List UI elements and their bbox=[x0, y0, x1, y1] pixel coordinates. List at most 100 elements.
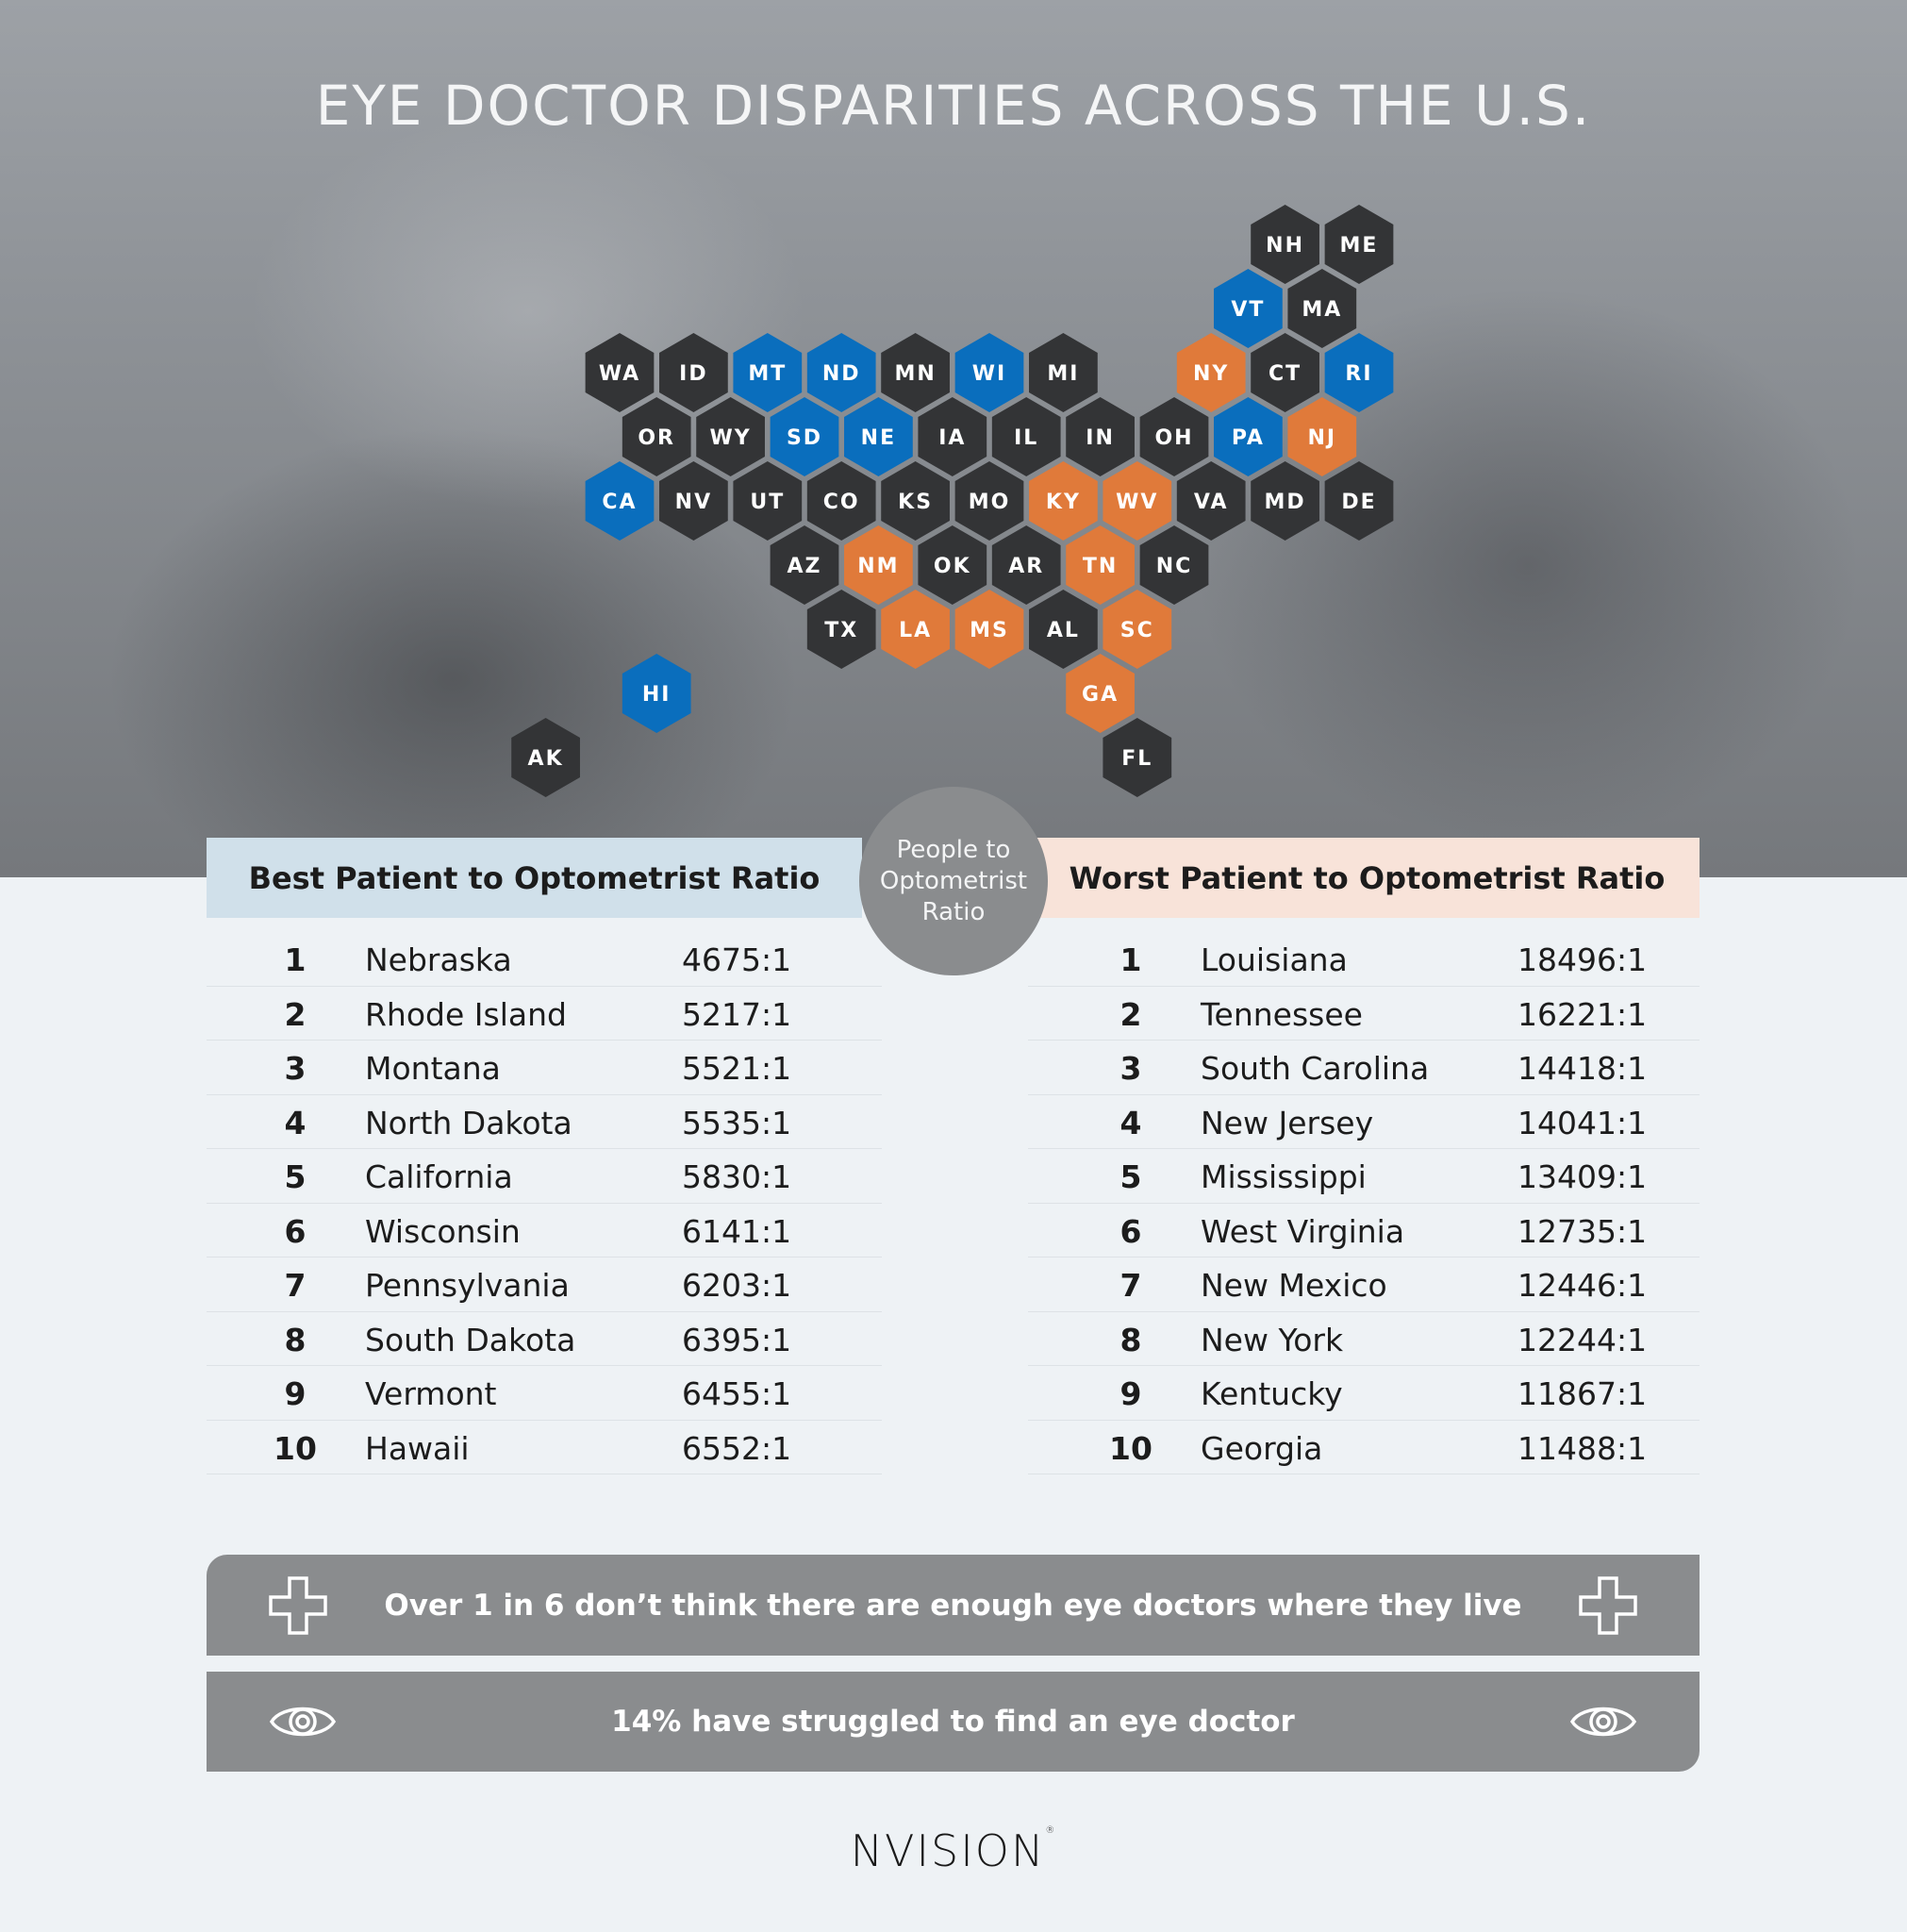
state-code: FL bbox=[1121, 747, 1152, 771]
hex-shape bbox=[1103, 590, 1172, 669]
hex-shape bbox=[918, 525, 987, 605]
state-hex-sd: SD bbox=[770, 397, 839, 476]
ratio-cell: 4675:1 bbox=[682, 941, 792, 978]
hex-shape bbox=[1139, 397, 1209, 476]
state-code: OH bbox=[1154, 426, 1193, 450]
state-hex-pa: PA bbox=[1214, 397, 1283, 476]
hex-shape bbox=[1251, 205, 1319, 284]
hex-shape bbox=[1251, 333, 1319, 412]
state-hex-ma: MA bbox=[1287, 269, 1357, 348]
state-hex-id: ID bbox=[659, 333, 728, 412]
table-row: 7 New Mexico 12446:1 bbox=[1028, 1257, 1700, 1312]
state-code: OK bbox=[934, 555, 971, 578]
hex-shape bbox=[1139, 525, 1209, 605]
state-hex-nm: NM bbox=[844, 525, 913, 605]
state-code: WY bbox=[709, 426, 751, 450]
state-cell: New Jersey bbox=[1201, 1104, 1374, 1141]
state-cell: Louisiana bbox=[1201, 941, 1348, 978]
hex-shape bbox=[844, 397, 913, 476]
state-code: SC bbox=[1120, 619, 1154, 642]
state-hex-ok: OK bbox=[918, 525, 987, 605]
state-code: LA bbox=[899, 619, 932, 642]
table-row: 2 Tennessee 16221:1 bbox=[1028, 987, 1700, 1041]
state-cell: New York bbox=[1201, 1321, 1344, 1358]
state-code: NV bbox=[675, 491, 712, 514]
state-hex-mo: MO bbox=[954, 461, 1024, 541]
state-hex-mn: MN bbox=[881, 333, 950, 412]
rank-cell: 10 bbox=[274, 1429, 317, 1467]
rank-cell: 3 bbox=[284, 1050, 307, 1087]
rank-cell: 5 bbox=[284, 1158, 307, 1195]
ratio-cell: 6395:1 bbox=[682, 1321, 792, 1358]
state-cell: Pennsylvania bbox=[365, 1267, 570, 1304]
table-row: 1 Nebraska 4675:1 bbox=[207, 932, 882, 987]
state-hex-ga: GA bbox=[1066, 654, 1135, 733]
rank-cell: 4 bbox=[1119, 1104, 1142, 1141]
hex-shape bbox=[1176, 333, 1246, 412]
hex-shape bbox=[1324, 205, 1394, 284]
state-code: NJ bbox=[1307, 426, 1336, 450]
ratio-circle-label: People to Optometrist Ratio bbox=[859, 787, 1048, 975]
state-hex-nv: NV bbox=[659, 461, 728, 541]
state-code: IA bbox=[938, 426, 966, 450]
state-code: GA bbox=[1082, 683, 1119, 707]
hex-shape bbox=[806, 590, 876, 669]
rank-cell: 4 bbox=[284, 1104, 307, 1141]
state-hex-mi: MI bbox=[1029, 333, 1098, 412]
banner-text: Over 1 in 6 don’t think there are enough… bbox=[384, 1588, 1522, 1623]
hex-shape bbox=[1103, 461, 1172, 541]
medical-cross-icon bbox=[1579, 1575, 1637, 1635]
state-code: TN bbox=[1083, 555, 1118, 578]
state-code: ME bbox=[1340, 234, 1379, 258]
stat-banner-struggle: 14% have struggled to find an eye doctor bbox=[207, 1672, 1700, 1772]
rank-cell: 9 bbox=[1119, 1375, 1142, 1412]
hex-shape bbox=[770, 525, 839, 605]
hex-shape bbox=[585, 461, 655, 541]
state-code: AL bbox=[1047, 619, 1080, 642]
state-hex-ia: IA bbox=[918, 397, 987, 476]
hex-shape bbox=[991, 397, 1061, 476]
hex-shape bbox=[733, 333, 803, 412]
state-code: MT bbox=[748, 362, 787, 386]
hex-shape bbox=[1251, 461, 1319, 541]
state-cell: West Virginia bbox=[1201, 1212, 1405, 1250]
state-hex-nj: NJ bbox=[1287, 397, 1357, 476]
state-hex-tx: TX bbox=[806, 590, 876, 669]
state-cell: Montana bbox=[365, 1050, 501, 1087]
rank-cell: 1 bbox=[1119, 941, 1142, 978]
table-row: 10 Georgia 11488:1 bbox=[1028, 1421, 1700, 1474]
state-cell: Rhode Island bbox=[365, 995, 567, 1033]
page-title: EYE DOCTOR DISPARITIES ACROSS THE U.S. bbox=[315, 74, 1592, 138]
ratio-cell: 16221:1 bbox=[1517, 995, 1648, 1033]
table-row: 5 Mississippi 13409:1 bbox=[1028, 1149, 1700, 1204]
table-row: 7 Pennsylvania 6203:1 bbox=[207, 1257, 882, 1312]
eye-icon bbox=[269, 1707, 337, 1737]
state-code: AK bbox=[528, 747, 564, 771]
table-row: 6 Wisconsin 6141:1 bbox=[207, 1204, 882, 1257]
state-code: VT bbox=[1231, 298, 1265, 322]
state-code: KS bbox=[898, 491, 933, 514]
table-row: 9 Vermont 6455:1 bbox=[207, 1366, 882, 1421]
hex-shape bbox=[696, 397, 765, 476]
state-hex-mt: MT bbox=[733, 333, 803, 412]
state-code: WI bbox=[972, 362, 1006, 386]
hex-shape bbox=[1029, 590, 1098, 669]
state-cell: South Dakota bbox=[365, 1321, 576, 1358]
table-row: 5 California 5830:1 bbox=[207, 1149, 882, 1204]
state-hex-wv: WV bbox=[1103, 461, 1172, 541]
state-hex-ak: AK bbox=[511, 718, 580, 797]
hex-shape bbox=[954, 590, 1024, 669]
hex-shape bbox=[918, 397, 987, 476]
state-code: CA bbox=[602, 491, 637, 514]
rank-cell: 2 bbox=[284, 995, 307, 1033]
ratio-cell: 6455:1 bbox=[682, 1375, 792, 1412]
state-code: WA bbox=[599, 362, 640, 386]
state-cell: New Mexico bbox=[1201, 1267, 1387, 1304]
state-hex-ne: NE bbox=[844, 397, 913, 476]
state-code: CO bbox=[823, 491, 860, 514]
state-code: WV bbox=[1116, 491, 1158, 514]
table-row: 9 Kentucky 11867:1 bbox=[1028, 1366, 1700, 1421]
state-code: AR bbox=[1008, 555, 1044, 578]
state-code: MA bbox=[1302, 298, 1342, 322]
rank-cell: 1 bbox=[284, 941, 307, 978]
